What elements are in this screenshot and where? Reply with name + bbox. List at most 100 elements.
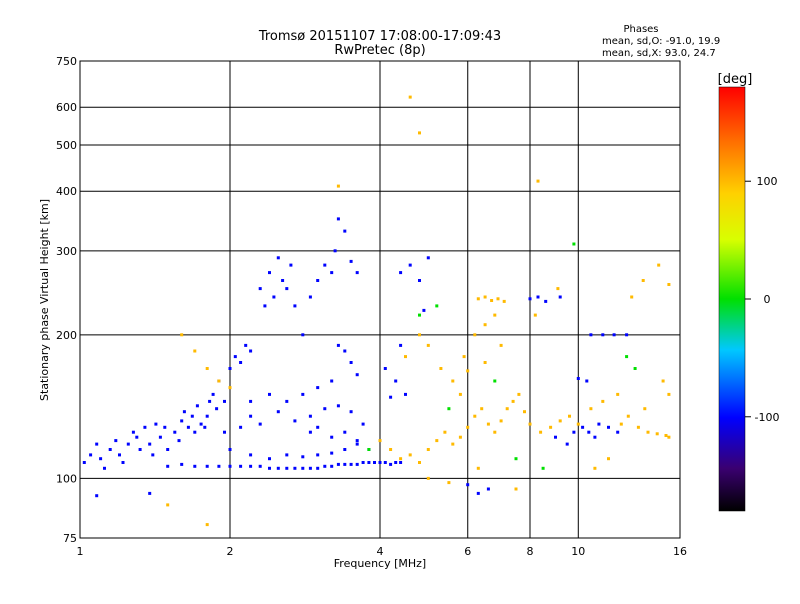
data-point-O	[199, 422, 203, 426]
data-point-X	[458, 435, 462, 439]
data-point-X	[499, 343, 503, 347]
data-point-O	[249, 453, 253, 457]
data-point-X	[389, 448, 393, 451]
data-point-O	[308, 414, 312, 418]
x-tick-label: 6	[464, 545, 471, 558]
data-point-O	[336, 404, 340, 408]
data-point-O	[158, 435, 162, 439]
data-point-X	[480, 407, 484, 411]
data-point-O	[394, 461, 398, 464]
data-point-O	[597, 422, 601, 426]
data-point-X	[180, 333, 184, 337]
data-point-X	[462, 355, 466, 359]
data-point-X	[466, 425, 470, 429]
data-point-O	[138, 448, 142, 451]
data-point-X	[511, 399, 515, 403]
data-point-X	[664, 434, 668, 437]
data-point-X	[217, 379, 221, 383]
data-point-X	[517, 392, 521, 396]
data-point-O	[378, 461, 382, 464]
data-point-X	[505, 407, 509, 411]
data-point-O	[367, 461, 371, 464]
data-point-X	[426, 476, 430, 480]
data-point-O	[258, 422, 262, 426]
data-point-X	[539, 430, 543, 434]
data-point-O	[389, 462, 393, 466]
data-point-X	[496, 297, 500, 301]
data-point-O	[536, 295, 540, 299]
data-point-X	[483, 295, 487, 299]
data-point-O	[316, 453, 320, 457]
data-point-O	[355, 373, 359, 377]
data-point-X	[655, 432, 659, 436]
data-point-O	[336, 217, 340, 221]
data-point-O	[228, 464, 232, 468]
data-point-O	[343, 448, 347, 451]
data-point-X	[493, 430, 497, 434]
data-point-O	[285, 399, 289, 403]
data-point-X	[426, 448, 430, 451]
data-point-O	[121, 461, 125, 464]
data-point-O	[316, 279, 320, 282]
data-point-O	[394, 379, 398, 383]
data-point-O	[217, 464, 221, 468]
colorbar-ticks: 100 0 -100	[745, 175, 779, 424]
data-point-O	[151, 453, 155, 457]
data-point-X	[336, 184, 340, 188]
data-point-O	[418, 279, 421, 282]
data-point-O	[558, 295, 562, 299]
data-point-X	[493, 313, 497, 317]
data-point-O	[82, 461, 86, 464]
data-point-O	[373, 461, 376, 464]
data-point-O	[585, 379, 589, 383]
data-point-O	[293, 419, 297, 423]
data-point-O	[239, 361, 243, 364]
data-point-mixed	[418, 313, 421, 317]
data-point-X	[483, 361, 487, 364]
data-point-O	[190, 414, 194, 418]
data-point-O	[228, 367, 232, 370]
data-point-X	[667, 392, 671, 396]
data-point-X	[616, 392, 620, 396]
data-point-O	[408, 263, 412, 267]
data-point-X	[476, 297, 480, 301]
data-point-X	[483, 323, 487, 327]
data-point-X	[667, 283, 671, 286]
data-point-X	[549, 425, 553, 429]
data-point-O	[355, 439, 359, 443]
data-point-X	[630, 295, 634, 299]
data-point-X	[502, 299, 506, 303]
data-point-O	[135, 435, 139, 439]
data-point-mixed	[625, 355, 629, 359]
data-point-X	[466, 369, 470, 373]
data-point-O	[301, 466, 305, 470]
data-point-O	[205, 414, 209, 418]
data-point-O	[581, 425, 585, 429]
data-point-O	[99, 457, 103, 461]
data-point-X	[439, 367, 443, 370]
data-point-O	[118, 453, 121, 457]
data-point-X	[418, 131, 421, 135]
data-point-O	[587, 430, 591, 434]
data-point-O	[249, 349, 253, 353]
data-point-mixed	[541, 466, 545, 470]
data-point-X	[626, 414, 630, 418]
data-point-mixed	[633, 367, 637, 370]
data-point-O	[182, 410, 186, 414]
x-tick-label: 16	[673, 545, 687, 558]
data-point-mixed	[435, 304, 439, 308]
data-point-mixed	[572, 242, 576, 246]
data-point-X	[646, 430, 650, 434]
data-point-O	[343, 430, 347, 434]
data-point-O	[336, 462, 340, 466]
colorbar-tick-label: 100	[757, 175, 778, 188]
data-point-O	[180, 462, 184, 466]
data-point-O	[126, 442, 130, 446]
data-point-O	[422, 308, 426, 312]
data-point-X	[166, 503, 170, 507]
data-point-X	[667, 435, 671, 439]
data-point-O	[228, 448, 232, 451]
y-axis-label: Stationary phase Virtual Height [km]	[38, 199, 51, 401]
data-point-O	[323, 407, 327, 411]
